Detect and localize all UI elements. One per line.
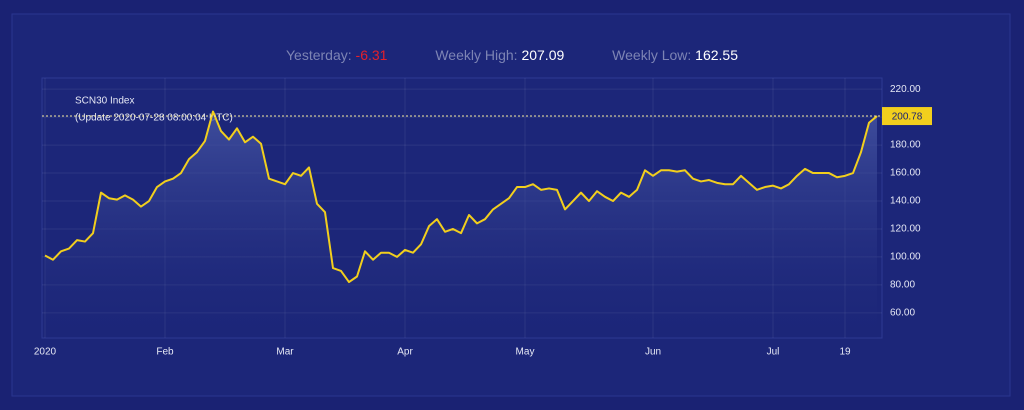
x-tick-label: May bbox=[516, 347, 535, 358]
y-tick-label: 140.00 bbox=[890, 196, 921, 207]
y-tick-label: 120.00 bbox=[890, 224, 921, 235]
chart-title: SCN30 Index bbox=[75, 96, 134, 107]
y-tick-label: 180.00 bbox=[890, 140, 921, 151]
stat-value: -6.31 bbox=[355, 47, 388, 63]
stat-label: Weekly High: bbox=[435, 47, 518, 63]
stat-label: Weekly Low: bbox=[612, 47, 692, 63]
x-tick-label: Mar bbox=[276, 347, 294, 358]
y-tick-label: 160.00 bbox=[890, 168, 921, 179]
y-tick-label: 100.00 bbox=[890, 252, 921, 263]
stat-value: 207.09 bbox=[521, 47, 565, 63]
chart-subtitle: (Update 2020-07-28 08:00:04 UTC) bbox=[75, 113, 233, 124]
x-tick-label: 19 bbox=[839, 347, 851, 358]
area bbox=[45, 111, 877, 338]
x-tick-label: Feb bbox=[156, 347, 174, 358]
stats-bar: Yesterday: -6.31 Weekly High: 207.09 Wee… bbox=[0, 47, 1024, 63]
y-tick-label: 220.00 bbox=[890, 84, 921, 95]
last-price-box bbox=[882, 107, 932, 126]
x-tick-label: 2020 bbox=[34, 347, 57, 358]
last-price-label: 200.78 bbox=[892, 112, 923, 123]
line bbox=[44, 110, 878, 284]
y-tick-label: 60.00 bbox=[890, 307, 915, 318]
stat-value: 162.55 bbox=[695, 47, 738, 63]
x-tick-label: Apr bbox=[397, 347, 413, 358]
y-tick-label: 80.00 bbox=[890, 280, 915, 291]
x-tick-label: Jun bbox=[645, 347, 661, 358]
stat-label: Yesterday: bbox=[286, 47, 352, 63]
x-tick-label: Jul bbox=[767, 347, 780, 358]
